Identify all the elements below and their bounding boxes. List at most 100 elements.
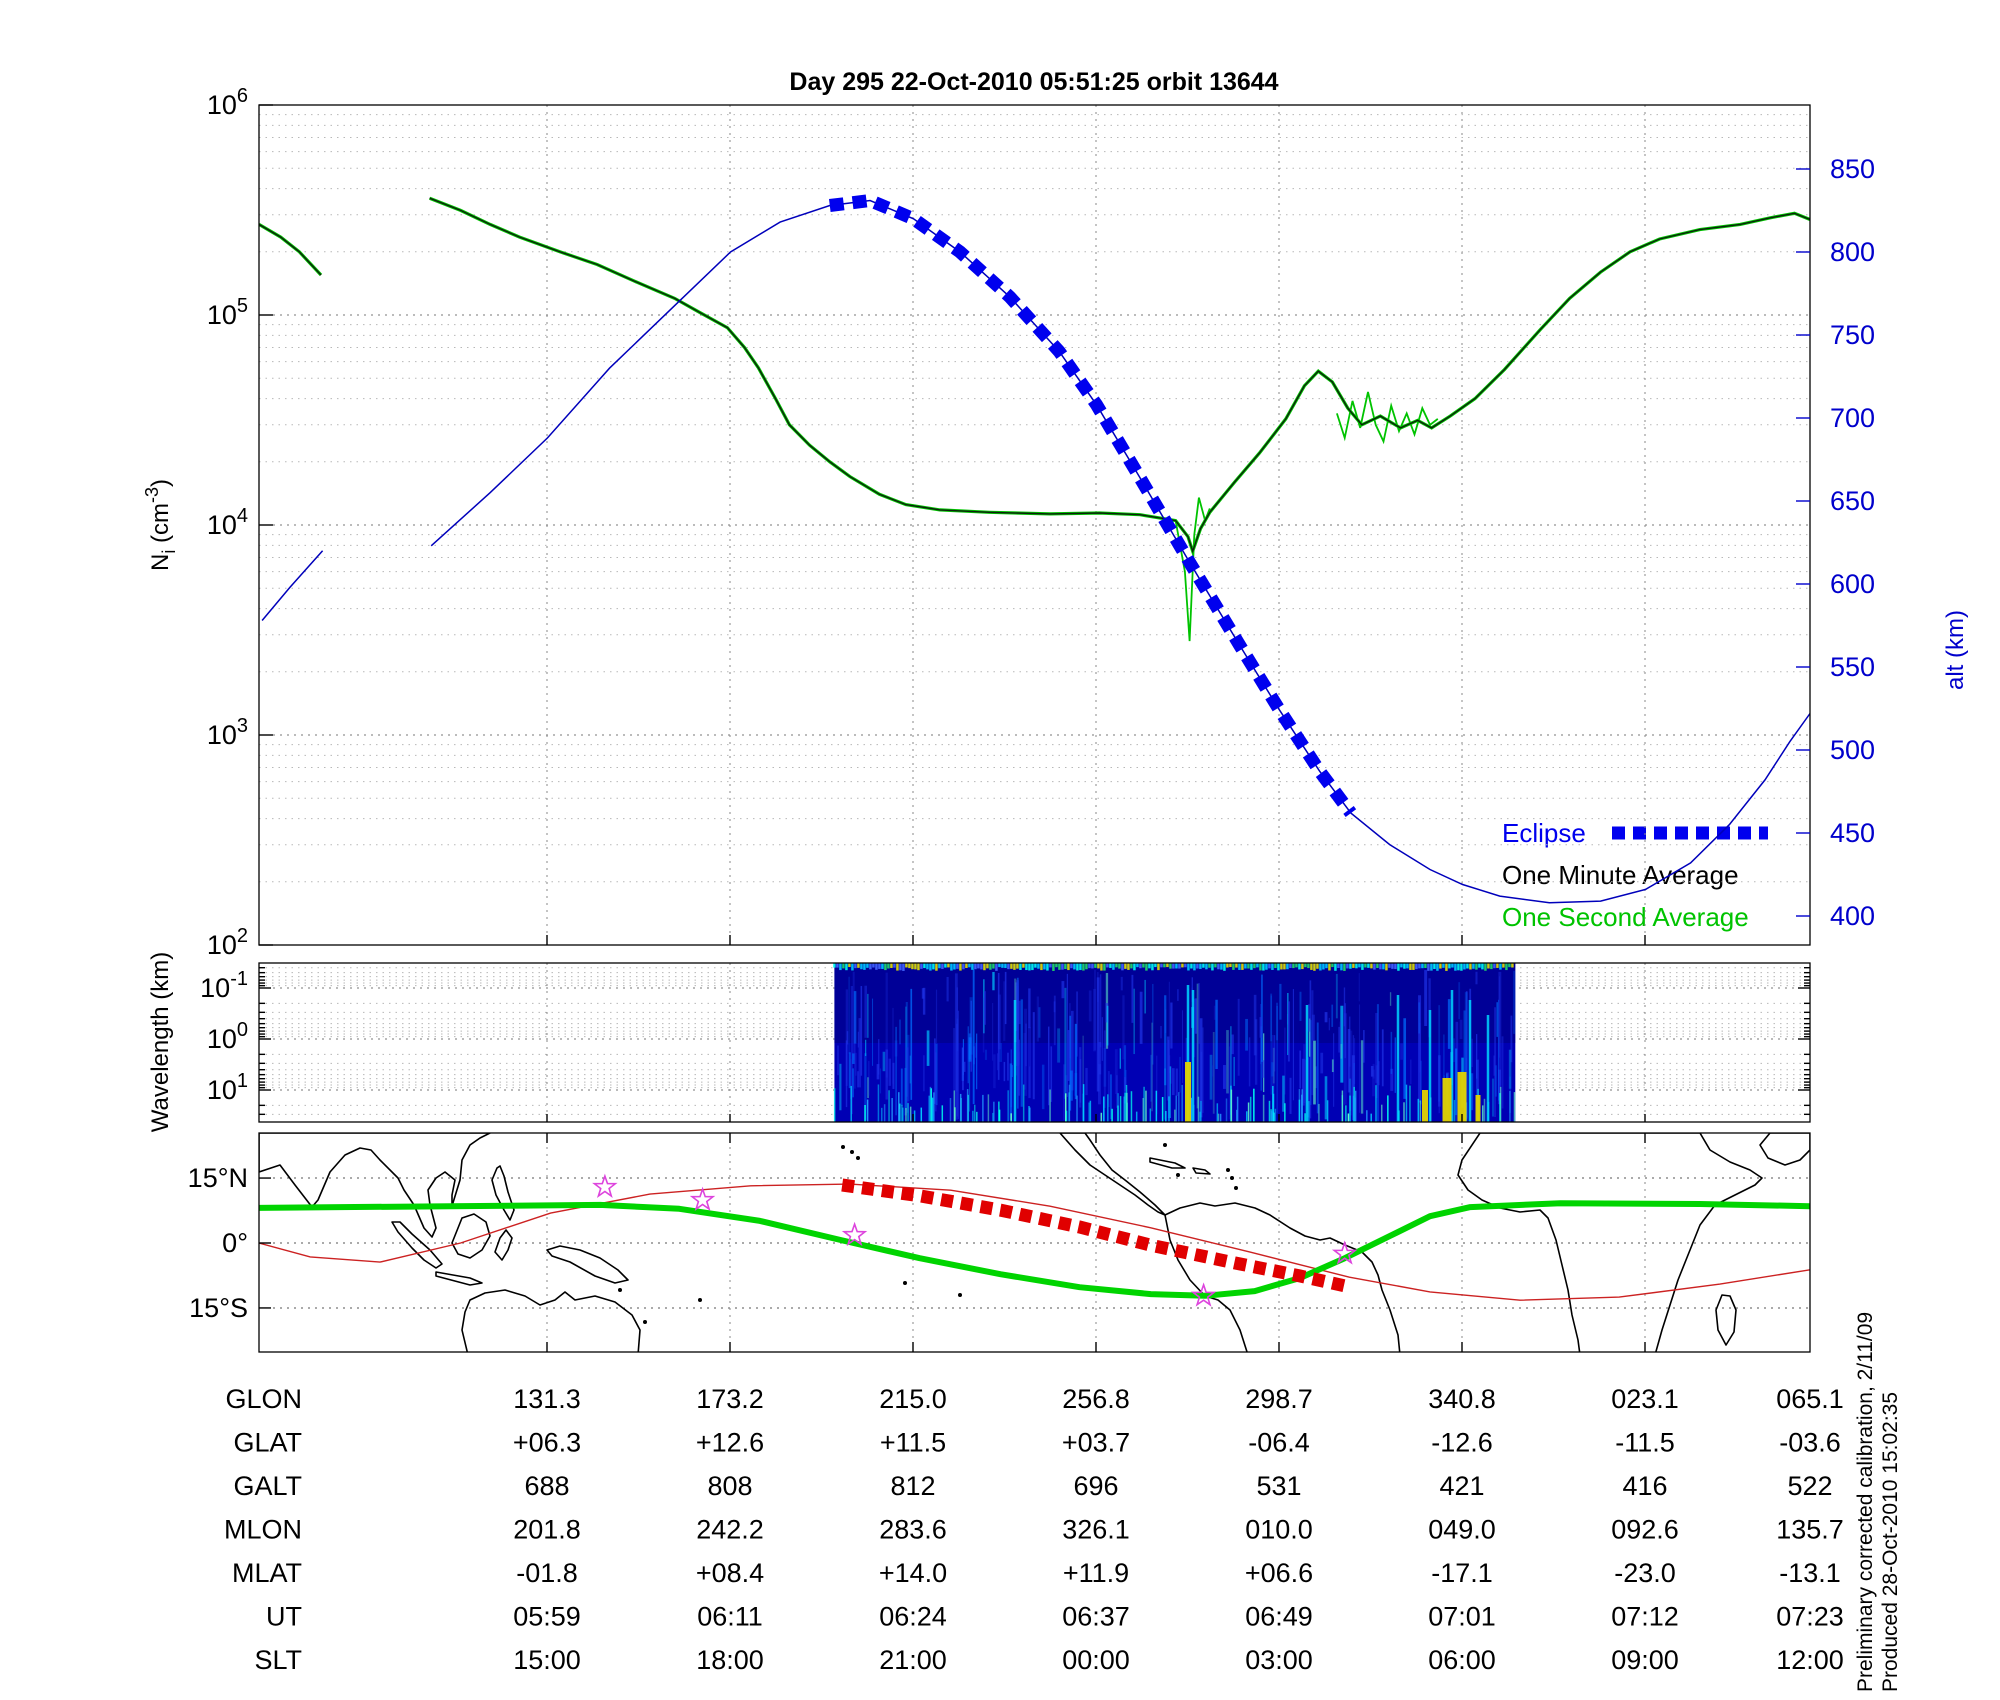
coastline (1149, 1157, 1186, 1169)
table-cell: 18:00 (696, 1645, 764, 1675)
star-marker (592, 1173, 618, 1198)
table-cell: 06:00 (1428, 1645, 1496, 1675)
table-cell: +11.9 (1063, 1558, 1129, 1588)
eclipse-ground-track (841, 1178, 1353, 1294)
table-cell: +14.0 (879, 1558, 947, 1588)
alt-tick-label: 700 (1830, 403, 1875, 433)
table-row-label: SLT (254, 1645, 302, 1675)
coastline (391, 1221, 443, 1269)
coastline (1059, 1133, 1166, 1216)
coastline (1759, 1133, 1810, 1166)
one-second-average-halo (259, 223, 323, 277)
spectrogram-layer (833, 963, 1516, 1122)
alt-tick-label: 550 (1830, 652, 1875, 682)
alt-tick-label: 400 (1830, 901, 1875, 931)
table-cell: 298.7 (1245, 1384, 1313, 1414)
table-row: SLT 15:00 18:00 21:00 00:00 03:00 06:00 09:00 12… (254, 1645, 1843, 1675)
table-cell: 131.3 (513, 1384, 581, 1414)
legend-one-second-label: One Second Average (1502, 902, 1749, 932)
alt-tick-label: 850 (1830, 154, 1875, 184)
table-cell: 07:01 (1428, 1602, 1496, 1632)
legend: Eclipse One Minute Average One Second Av… (1502, 818, 1768, 932)
table-cell: 283.6 (879, 1515, 947, 1545)
table-cell: 07:23 (1776, 1602, 1844, 1632)
table-cell: 522 (1787, 1471, 1832, 1501)
island-dot (850, 1150, 854, 1154)
table-row-label: GLON (225, 1384, 302, 1414)
coastline (546, 1245, 629, 1284)
table-row-label: MLON (224, 1515, 302, 1545)
table-cell: -03.6 (1779, 1428, 1841, 1458)
one-second-average-curve (1336, 391, 1439, 445)
table-cell: 06:37 (1062, 1602, 1130, 1632)
ground-track-line (259, 1200, 1810, 1299)
star-marker (1331, 1240, 1358, 1265)
one-second-average-halo (429, 196, 1810, 557)
table-cell: -17.1 (1431, 1558, 1493, 1588)
table-cell: 421 (1439, 1471, 1484, 1501)
produced-note: Produced 28-Oct-2010 15:02:35 (1879, 1392, 1902, 1692)
table-cell: -12.6 (1431, 1428, 1493, 1458)
wavelength-tick-label: 101 (207, 1070, 248, 1105)
coastline (259, 1133, 491, 1238)
table-cell: 416 (1622, 1471, 1667, 1501)
table-row: GALT 688 808 812 696 531 421 416 522 (233, 1471, 1832, 1501)
magnetic-equator-line (259, 1183, 1810, 1301)
wavelength-axis-label: Wavelength (km) (147, 952, 174, 1133)
coastline (491, 1165, 515, 1221)
table-row-label: UT (266, 1602, 302, 1632)
table-cell: 215.0 (879, 1384, 947, 1414)
spectrogram-dark-band (834, 963, 1516, 1043)
legend-one-minute-label: One Minute Average (1502, 860, 1739, 890)
table-cell: 340.8 (1428, 1384, 1496, 1414)
table-row-label: MLAT (232, 1558, 302, 1588)
alt-tick-label: 600 (1830, 569, 1875, 599)
star-marker (1190, 1282, 1217, 1307)
table-row: UT 05:59 06:11 06:24 06:37 06:49 07:01 07:12 07:… (266, 1602, 1844, 1632)
table-cell: 03:00 (1245, 1645, 1313, 1675)
table-cell: +06.3 (513, 1428, 581, 1458)
table-cell: 06:11 (697, 1602, 763, 1632)
legend-eclipse-label: Eclipse (1502, 818, 1586, 848)
table-cell: -11.5 (1615, 1428, 1675, 1458)
ni-tick-label: 105 (207, 295, 248, 330)
table-cell: +08.4 (696, 1558, 764, 1588)
table-cell: 201.8 (513, 1515, 581, 1545)
alt-axis-label: alt (km) (1942, 610, 1969, 690)
map-coastlines (259, 1133, 1810, 1352)
table-row: GLAT +06.3 +12.6 +11.5 +03.7 -06.4 -12.6 -11.5 -… (233, 1428, 1840, 1458)
alt-tick-label: 800 (1830, 237, 1875, 267)
table-cell: 06:49 (1245, 1602, 1313, 1632)
table-cell: 21:00 (879, 1645, 947, 1675)
ni-tick-label: 106 (207, 85, 248, 120)
calibration-note: Preliminary corrected calibration, 2/11/… (1854, 1312, 1877, 1692)
table-cell: 12:00 (1776, 1645, 1844, 1675)
table-cell: -23.0 (1614, 1558, 1676, 1588)
map-lat-tick-label: 15°N (188, 1163, 248, 1193)
ni-axis-label: Ni (cm-3) (142, 479, 179, 571)
ni-tick-label: 103 (207, 715, 248, 750)
island-dot (903, 1281, 907, 1285)
alt-tick-label: 500 (1830, 735, 1875, 765)
table-cell: 00:00 (1062, 1645, 1130, 1675)
table-row-label: GLAT (233, 1428, 302, 1458)
table-cell: 049.0 (1428, 1515, 1496, 1545)
table-cell: 812 (890, 1471, 935, 1501)
ni-tick-label: 102 (207, 925, 248, 960)
map-lat-tick-label: 15°S (189, 1293, 248, 1323)
table-cell: 242.2 (696, 1515, 764, 1545)
alt-tick-label: 450 (1830, 818, 1875, 848)
table-cell: 09:00 (1611, 1645, 1679, 1675)
coastline (1192, 1167, 1211, 1175)
island-dot (1230, 1176, 1234, 1180)
page-title: Day 295 22-Oct-2010 05:51:25 orbit 13644 (789, 68, 1278, 96)
table-cell: +06.6 (1245, 1558, 1313, 1588)
table-cell: 092.6 (1611, 1515, 1679, 1545)
ephemeris-table: GLON 131.3 173.2 215.0 256.8 298.7 340.8 023.1 0… (224, 1384, 1844, 1675)
table-cell: +03.7 (1062, 1428, 1130, 1458)
table-row: MLON 201.8 242.2 283.6 326.1 010.0 049.0 092.6 1… (224, 1515, 1844, 1545)
table-cell: 326.1 (1062, 1515, 1130, 1545)
table-row-label: GALT (233, 1471, 302, 1501)
ni-tick-label: 104 (207, 505, 248, 540)
